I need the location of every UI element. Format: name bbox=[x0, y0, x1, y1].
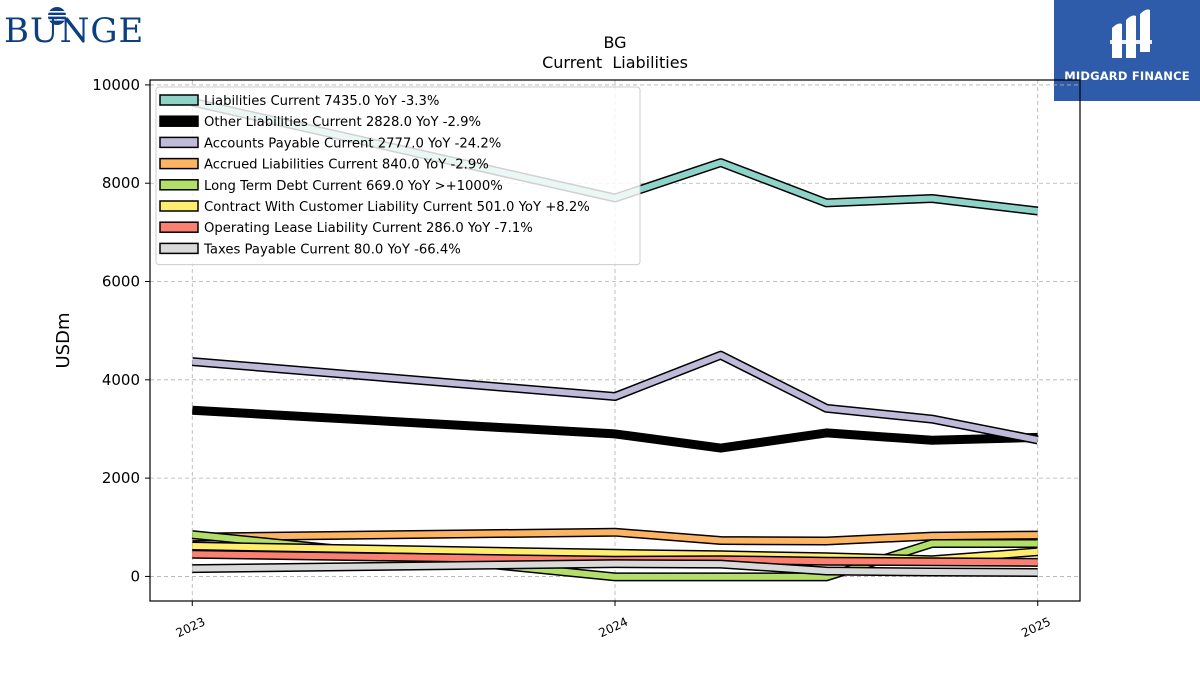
legend-label: Taxes Payable Current 80.0 YoY -66.4% bbox=[203, 242, 461, 257]
series-other-liabilities-current bbox=[192, 405, 1038, 453]
legend-swatch bbox=[159, 221, 199, 233]
legend: Liabilities Current 7435.0 YoY -3.3% Othe… bbox=[155, 86, 641, 266]
y-axis-label: USDm bbox=[53, 313, 74, 369]
legend-item: Contract With Customer Liability Current… bbox=[159, 200, 590, 215]
y-tick-label: 4000 bbox=[102, 371, 140, 389]
series-operating-lease-liability-current bbox=[192, 549, 1038, 567]
legend-label: Accounts Payable Current 2777.0 YoY -24.… bbox=[204, 136, 501, 151]
legend-label: Contract With Customer Liability Current… bbox=[204, 200, 590, 215]
bunge-logo: BUNGE bbox=[4, 7, 144, 48]
legend-item: Accrued Liabilities Current 840.0 YoY -2… bbox=[159, 157, 489, 173]
bunge-logo-mark bbox=[47, 7, 67, 25]
legend-swatch bbox=[159, 242, 199, 255]
legend-box bbox=[155, 86, 641, 266]
series-long-term-debt-current bbox=[191, 530, 1038, 582]
series-line bbox=[192, 551, 1038, 566]
legend-item: Long Term Debt Current 669.0 YoY >+1000% bbox=[159, 179, 503, 194]
legend-item: Taxes Payable Current 80.0 YoY -66.4% bbox=[159, 242, 461, 257]
legend-label: Operating Lease Liability Current 286.0 … bbox=[204, 221, 533, 236]
series-line bbox=[192, 352, 1039, 443]
legend-label: Liabilities Current 7435.0 YoY -3.3% bbox=[204, 94, 439, 109]
series-taxes-payable-current bbox=[192, 559, 1038, 577]
bunge-logo-text: BUNGE bbox=[4, 11, 144, 48]
legend-swatch bbox=[159, 94, 199, 106]
y-axis: 0 2000 4000 6000 8000 10000 bbox=[92, 76, 150, 585]
midgard-emblem-icon bbox=[1110, 9, 1152, 58]
y-tick-label: 0 bbox=[130, 567, 140, 585]
y-tick-label: 10000 bbox=[92, 76, 140, 94]
legend-swatch bbox=[159, 200, 199, 212]
legend-item: Other Liabilities Current 2828.0 YoY -2.… bbox=[159, 115, 481, 130]
y-tick-label: 6000 bbox=[102, 273, 140, 291]
series-line bbox=[192, 560, 1038, 576]
legend-swatch bbox=[159, 115, 199, 127]
legend-swatch bbox=[159, 136, 199, 149]
legend-item: Liabilities Current 7435.0 YoY -3.3% bbox=[159, 94, 439, 109]
legend-swatch bbox=[159, 157, 199, 170]
chart-subtitle: Current Liabilities bbox=[542, 53, 688, 72]
chart-title: BG bbox=[603, 33, 626, 52]
x-tick-label: 2025 bbox=[1019, 615, 1053, 641]
x-tick-label: 2024 bbox=[597, 615, 631, 641]
midgard-finance-text: MIDGARD FINANCE bbox=[1064, 69, 1190, 83]
legend-label: Other Liabilities Current 2828.0 YoY -2.… bbox=[204, 115, 481, 130]
series-line bbox=[192, 529, 1038, 544]
legend-swatch bbox=[159, 179, 199, 191]
legend-label: Accrued Liabilities Current 840.0 YoY -2… bbox=[204, 158, 489, 173]
series-line bbox=[192, 405, 1038, 453]
series-line bbox=[192, 531, 1038, 580]
midgard-finance-logo: MIDGARD FINANCE bbox=[1054, 0, 1200, 101]
x-axis: 2023 2024 2025 bbox=[174, 601, 1053, 640]
legend-item: Accounts Payable Current 2777.0 YoY -24.… bbox=[159, 136, 501, 151]
legend-label: Long Term Debt Current 669.0 YoY >+1000% bbox=[204, 179, 503, 194]
x-tick-label: 2023 bbox=[174, 615, 208, 641]
series-accounts-payable-current bbox=[191, 350, 1039, 445]
legend-item: Operating Lease Liability Current 286.0 … bbox=[159, 221, 533, 236]
y-tick-label: 8000 bbox=[102, 174, 140, 192]
series-accrued-liabilities-current bbox=[192, 527, 1038, 546]
y-tick-label: 2000 bbox=[102, 469, 140, 487]
